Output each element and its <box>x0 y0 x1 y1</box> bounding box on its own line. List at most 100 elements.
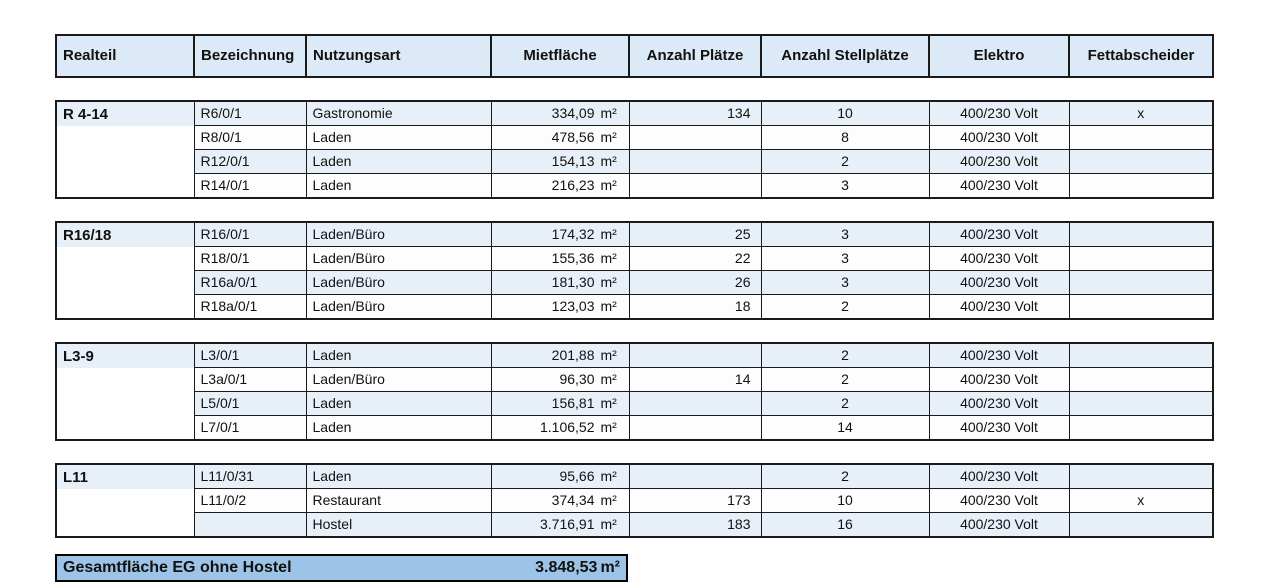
mietflaeche-unit: m² <box>600 371 617 387</box>
cell-nutzungsart: Laden/Büro <box>305 246 492 271</box>
cell-fettabscheider <box>1068 415 1214 441</box>
cell-nutzungsart: Hostel <box>305 512 492 538</box>
cell-elektro: 400/230 Volt <box>928 512 1070 538</box>
cell-plaetze: 134 <box>628 100 762 126</box>
cell-nutzungsart: Laden/Büro <box>305 367 492 392</box>
cell-stellplaetze: 3 <box>760 221 930 247</box>
cell-fettabscheider <box>1068 125 1214 150</box>
mietflaeche-unit: m² <box>600 468 617 484</box>
cell-plaetze: 25 <box>628 221 762 247</box>
table-row: L3-9 L3/0/1 Laden 201,88 m² 2 400/230 Volt <box>55 342 1214 441</box>
cell-bezeichnung: R16a/0/1 <box>193 270 307 295</box>
cell-elektro: 400/230 Volt <box>928 367 1070 392</box>
realteil-group-cell: L3-9 <box>55 342 195 441</box>
cell-bezeichnung: R18a/0/1 <box>193 294 307 320</box>
cell-nutzungsart: Laden <box>305 415 492 441</box>
column-header-fettabscheider: Fettabscheider <box>1068 34 1214 78</box>
table-row: L3a/0/1 Laden/Büro 96,30 m² 14 2 400/230 Volt <box>56 367 1214 392</box>
cell-fettabscheider <box>1068 246 1214 271</box>
mietflaeche-value: 95,66 <box>559 468 595 484</box>
cell-bezeichnung: R14/0/1 <box>193 173 307 199</box>
cell-elektro: 400/230 Volt <box>928 125 1070 150</box>
cell-stellplaetze: 10 <box>760 488 930 513</box>
cell-elektro: 400/230 Volt <box>928 463 1070 489</box>
cell-bezeichnung: R16/0/1 <box>193 221 307 247</box>
mietflaeche-unit: m² <box>600 226 617 242</box>
table-row: R12/0/1 Laden 154,13 m² 2 400/230 Volt <box>56 149 1214 174</box>
cell-plaetze: 14 <box>628 367 762 392</box>
cell-bezeichnung: R8/0/1 <box>193 125 307 150</box>
cell-plaetze <box>628 342 762 368</box>
mietflaeche-value: 155,36 <box>551 250 595 266</box>
cell-fettabscheider <box>1068 367 1214 392</box>
cell-nutzungsart: Laden/Büro <box>305 270 492 295</box>
mietflaeche-unit: m² <box>600 492 617 508</box>
mietflaeche-unit: m² <box>600 177 617 193</box>
cell-plaetze: 26 <box>628 270 762 295</box>
cell-elektro: 400/230 Volt <box>928 173 1070 199</box>
cell-elektro: 400/230 Volt <box>928 415 1070 441</box>
cell-fettabscheider: x <box>1068 488 1214 513</box>
cell-nutzungsart: Laden <box>305 149 492 174</box>
cell-stellplaetze: 2 <box>760 463 930 489</box>
table-row: Hostel 3.716,91 m² 183 16 400/230 Volt <box>56 512 1214 538</box>
cell-plaetze: 173 <box>628 488 762 513</box>
cell-mietflaeche: 334,09 m² <box>490 100 630 126</box>
realteil-group-cell: R16/18 <box>55 221 195 320</box>
realteil-group-label: L11 <box>63 469 89 486</box>
cell-elektro: 400/230 Volt <box>928 342 1070 368</box>
cell-stellplaetze: 2 <box>760 342 930 368</box>
cell-stellplaetze: 2 <box>760 149 930 174</box>
cell-bezeichnung <box>193 512 307 538</box>
cell-fettabscheider <box>1068 512 1214 538</box>
table-row: R8/0/1 Laden 478,56 m² 8 400/230 Volt <box>56 125 1214 150</box>
cell-elektro: 400/230 Volt <box>928 391 1070 416</box>
table-row: R18/0/1 Laden/Büro 155,36 m² 22 3 400/230 Volt <box>56 246 1214 271</box>
cell-bezeichnung: R18/0/1 <box>193 246 307 271</box>
cell-plaetze <box>628 391 762 416</box>
cell-mietflaeche: 95,66 m² <box>490 463 630 489</box>
table-row: R16a/0/1 Laden/Büro 181,30 m² 26 3 400/230 Vol… <box>56 270 1214 295</box>
mietflaeche-unit: m² <box>600 153 617 169</box>
cell-fettabscheider <box>1068 270 1214 295</box>
mietflaeche-value: 154,13 <box>551 153 595 169</box>
cell-fettabscheider <box>1068 149 1214 174</box>
realteil-group-label: R 4-14 <box>63 106 109 123</box>
cell-nutzungsart: Laden <box>305 463 492 489</box>
cell-plaetze <box>628 125 762 150</box>
group-spacer-cell <box>56 319 1213 343</box>
total-label: Gesamtfläche EG ohne Hostel <box>63 559 292 576</box>
cell-mietflaeche: 123,03 m² <box>490 294 630 320</box>
column-header-mietflaeche: Mietfläche <box>490 34 630 78</box>
mietflaeche-unit: m² <box>600 347 617 363</box>
mietflaeche-value: 3.716,91 <box>540 516 595 532</box>
table-body: R 4-14 R6/0/1 Gastronomie 334,09 m² 134 10 400/… <box>55 77 1214 538</box>
cell-nutzungsart: Laden <box>305 173 492 199</box>
cell-bezeichnung: R6/0/1 <box>193 100 307 126</box>
mietflaeche-unit: m² <box>600 274 617 290</box>
cell-nutzungsart: Laden <box>305 125 492 150</box>
cell-mietflaeche: 1.106,52 m² <box>490 415 630 441</box>
mietflaeche-value: 334,09 <box>551 105 595 121</box>
column-header-elektro: Elektro <box>928 34 1070 78</box>
cell-mietflaeche: 96,30 m² <box>490 367 630 392</box>
realteil-group-label: L3-9 <box>63 348 94 365</box>
cell-bezeichnung: R12/0/1 <box>193 149 307 174</box>
cell-elektro: 400/230 Volt <box>928 488 1070 513</box>
table-row: R16/18 R16/0/1 Laden/Büro 174,32 m² 25 3 400/23… <box>55 221 1214 320</box>
column-header-anzahl-stellplaetze: Anzahl Stellplätze <box>760 34 930 78</box>
cell-bezeichnung: L11/0/31 <box>193 463 307 489</box>
cell-plaetze: 18 <box>628 294 762 320</box>
mietflaeche-value: 181,30 <box>551 274 595 290</box>
cell-plaetze <box>628 463 762 489</box>
column-header-anzahl-plaetze: Anzahl Plätze <box>628 34 762 78</box>
mietflaeche-unit: m² <box>600 129 617 145</box>
mietflaeche-value: 174,32 <box>551 226 595 242</box>
cell-fettabscheider <box>1068 221 1214 247</box>
cell-stellplaetze: 2 <box>760 391 930 416</box>
group-spacer-cell <box>56 440 1213 464</box>
table-row: R14/0/1 Laden 216,23 m² 3 400/230 Volt <box>56 173 1214 199</box>
cell-mietflaeche: 216,23 m² <box>490 173 630 199</box>
group-spacer <box>56 319 1213 343</box>
cell-stellplaetze: 16 <box>760 512 930 538</box>
